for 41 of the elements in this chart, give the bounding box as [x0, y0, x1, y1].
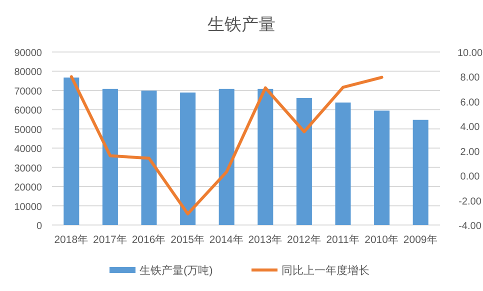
chart-title: 生铁产量: [208, 15, 276, 34]
bar: [335, 102, 351, 225]
x-tick-label: 2014年: [209, 234, 244, 246]
y-tick-label: 30000: [14, 163, 42, 174]
y-tick-label: 20000: [14, 182, 42, 194]
bar: [64, 78, 80, 225]
x-tick-label: 2010年: [364, 234, 399, 246]
y-tick-label: 80000: [14, 67, 42, 78]
x-tick-label: 2012年: [287, 234, 322, 246]
legend-label: 同比上一年度增长: [282, 264, 370, 277]
y-tick-label: 10000: [14, 202, 42, 213]
x-tick-label: 2011年: [326, 234, 360, 246]
bar: [296, 98, 312, 225]
y2-tick-label: -4.00: [458, 221, 482, 232]
x-tick-label: 2015年: [170, 234, 205, 246]
y2-tick-label: 8.00: [460, 72, 480, 84]
y2-tick-label: 0.00: [460, 172, 480, 183]
y2-tick-label: -2.00: [458, 196, 482, 208]
x-tick-label: 2013年: [248, 234, 283, 246]
x-tick-label: 2017年: [93, 234, 128, 246]
bar: [412, 120, 428, 225]
legend-label: 生铁产量(万吨): [140, 264, 213, 277]
y-tick-label: 90000: [14, 48, 42, 59]
y2-tick-label: 2.00: [460, 146, 480, 158]
y2-tick-label: 4.00: [460, 122, 480, 134]
x-tick-label: 2009年: [403, 234, 438, 246]
bar: [180, 92, 196, 225]
x-tick-label: 2016年: [132, 234, 166, 246]
y-tick-label: 50000: [14, 124, 42, 136]
bar: [218, 88, 234, 225]
bar: [102, 88, 118, 225]
y-tick-label: 0: [36, 221, 42, 232]
bar: [374, 110, 390, 225]
y-tick-label: 60000: [14, 106, 42, 117]
y-tick-label: 70000: [14, 86, 42, 98]
bar: [258, 88, 274, 225]
y2-tick-label: 6.00: [460, 97, 480, 108]
x-tick-label: 2018年: [54, 234, 89, 246]
y2-tick-label: 10.00: [457, 48, 483, 59]
bar: [141, 90, 157, 225]
y-tick-label: 40000: [14, 144, 42, 156]
